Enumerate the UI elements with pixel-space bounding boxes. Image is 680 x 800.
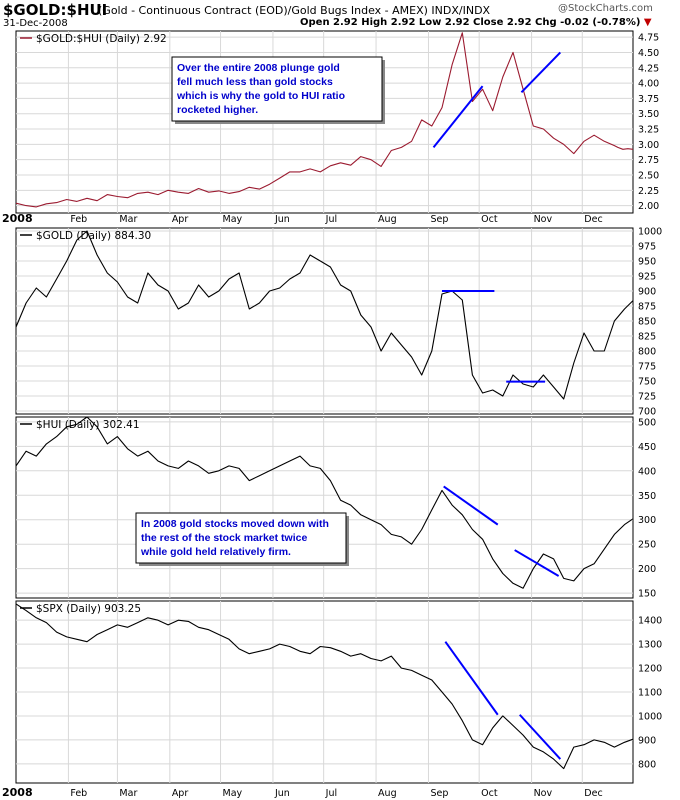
x-month-label-oct: Oct [481,214,498,225]
x-month-label-jul: Jul [325,214,337,225]
y-tick-label: 2.50 [638,171,659,182]
y-tick-label: 3.50 [638,109,659,120]
y-tick-label: 450 [638,442,656,453]
y-tick-label: 500 [638,417,656,428]
y-tick-label: 4.75 [638,33,659,44]
x-month-label-dec: Dec [584,788,602,799]
y-tick-label: 800 [638,759,656,770]
chart-symbol: $GOLD:$HUI [3,1,108,19]
y-tick-label: 150 [638,589,656,600]
annotation-text-line: fell much less than gold stocks [177,76,333,88]
annotation-text-line: while gold held relatively firm. [140,546,291,558]
y-tick-label: 200 [638,564,656,575]
y-tick-label: 1000 [638,227,662,238]
annotation-box [171,56,383,122]
y-tick-label: 825 [638,332,656,343]
x-month-label-aug: Aug [378,214,397,225]
y-tick-label: 900 [638,735,656,746]
series-line-goldhui [15,32,634,208]
y-tick-label: 1300 [638,640,662,651]
chart-description: (Gold - Continuous Contract (EOD)/Gold B… [98,4,491,17]
panel-label: $GOLD:$HUI (Daily) 2.92 [36,33,167,45]
annotation-text-line: rocketed higher. [177,104,258,116]
series-line-spx [15,603,634,770]
y-tick-label: 400 [638,466,656,477]
quote-arrow-icon: ▼ [643,17,652,28]
y-tick-label: 1100 [638,688,662,699]
y-tick-label: 4.25 [638,63,659,74]
y-tick-label: 3.00 [638,140,659,151]
y-tick-label: 900 [638,287,656,298]
y-tick-label: 1200 [638,664,662,675]
y-tick-label: 1000 [638,711,662,722]
x-year-label: 2008 [2,212,33,225]
y-tick-label: 2.00 [638,201,659,212]
x-month-label-mar: Mar [119,214,137,225]
x-month-label-oct: Oct [481,788,498,799]
y-tick-label: 250 [638,540,656,551]
x-month-label-jul: Jul [325,788,337,799]
x-month-label-sep: Sep [430,214,448,225]
series-line-hui [15,416,634,589]
y-tick-label: 3.25 [638,125,659,136]
y-tick-label: 800 [638,347,656,358]
x-month-label-dec: Dec [584,214,602,225]
y-tick-label: 700 [638,407,656,418]
quote-summary: Open 2.92 High 2.92 Low 2.92 Close 2.92 … [300,17,652,28]
trend-line-1 [444,641,499,716]
annotation-text-line: the rest of the stock market twice [141,532,307,544]
x-month-label-sep: Sep [430,788,448,799]
y-tick-label: 2.75 [638,155,659,166]
annotation-text-line: Over the entire 2008 plunge gold [177,62,340,74]
y-tick-label: 4.00 [638,79,659,90]
panel-frame-1 [15,30,634,214]
y-tick-label: 750 [638,377,656,388]
y-tick-label: 2.25 [638,186,659,197]
x-month-label-nov: Nov [534,214,553,225]
y-tick-label: 4.50 [638,48,659,59]
trend-line-2 [519,714,562,760]
panel-label: $GOLD (Daily) 884.30 [36,230,151,242]
x-month-label-feb: Feb [70,214,87,225]
y-tick-label: 975 [638,242,656,253]
trend-line-1 [443,485,499,526]
x-month-label-nov: Nov [534,788,553,799]
y-tick-label: 725 [638,392,656,403]
panel-label: $HUI (Daily) 302.41 [36,419,140,431]
x-month-label-jun: Jun [274,214,290,225]
panel-label: $SPX (Daily) 903.25 [36,603,141,615]
y-tick-label: 300 [638,515,656,526]
annotation-text-line: which is why the gold to HUI ratio [176,90,345,102]
trend-line-1 [432,85,484,149]
quote-text: Open 2.92 High 2.92 Low 2.92 Close 2.92 … [300,17,641,28]
x-month-label-jun: Jun [274,788,290,799]
y-tick-label: 1400 [638,616,662,627]
series-line-gold [15,230,634,400]
y-tick-label: 350 [638,491,656,502]
panel-frame-3 [15,416,634,599]
y-tick-label: 925 [638,272,656,283]
y-tick-label: 775 [638,362,656,373]
chart-date: 31-Dec-2008 [3,18,68,29]
chart-header: $GOLD:$HUI (Gold - Continuous Contract (… [0,0,680,30]
x-month-label-mar: Mar [119,788,137,799]
x-month-label-feb: Feb [70,788,87,799]
annotation-text-line: In 2008 gold stocks moved down with [141,518,329,530]
x-year-label: 2008 [2,786,33,799]
x-month-label-apr: Apr [172,214,189,225]
trend-line-2 [520,51,562,93]
x-month-label-may: May [223,214,243,225]
x-month-label-aug: Aug [378,788,397,799]
y-tick-label: 850 [638,317,656,328]
annotation-box [135,512,347,564]
stockcharts-logo: @StockCharts.com [558,3,653,14]
y-tick-label: 875 [638,302,656,313]
y-tick-label: 950 [638,257,656,268]
x-month-label-apr: Apr [172,788,189,799]
trend-line-2 [514,549,560,577]
y-tick-label: 3.75 [638,94,659,105]
x-month-label-may: May [223,788,243,799]
